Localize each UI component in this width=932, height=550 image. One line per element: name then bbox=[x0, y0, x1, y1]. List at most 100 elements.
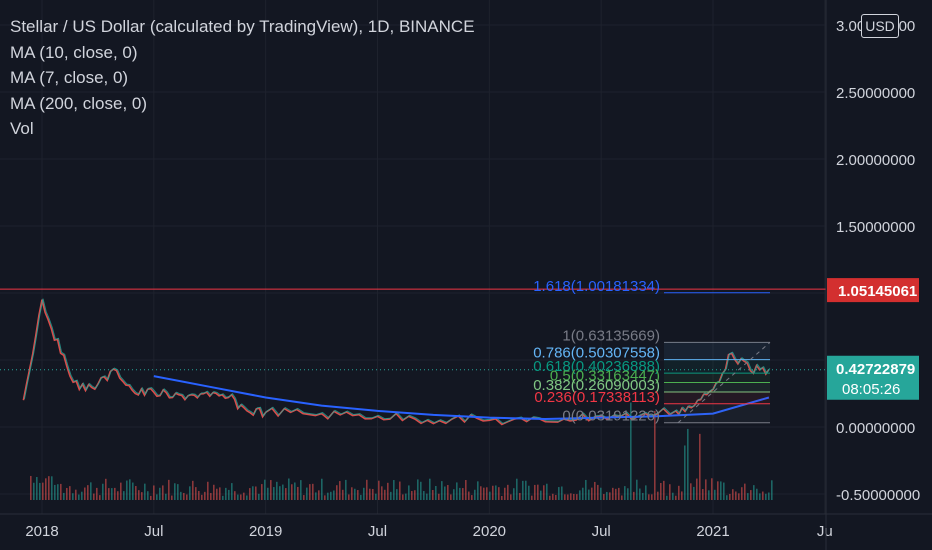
volume-bar bbox=[537, 484, 539, 500]
volume-bar bbox=[177, 484, 179, 500]
volume-bar bbox=[756, 488, 758, 500]
volume-bar bbox=[180, 491, 182, 500]
time-tick-label: 2021 bbox=[696, 523, 729, 540]
volume-bar bbox=[48, 476, 50, 500]
volume-bar bbox=[288, 478, 290, 500]
volume-bar bbox=[579, 490, 581, 500]
volume-bar bbox=[588, 489, 590, 500]
volume-bar bbox=[261, 484, 263, 500]
volume-bar bbox=[381, 486, 383, 500]
volume-bar bbox=[624, 486, 626, 500]
indicator-ma10[interactable]: MA (10, close, 0) bbox=[10, 42, 138, 62]
volume-bar bbox=[435, 485, 437, 500]
volume-bar bbox=[93, 493, 95, 500]
fibonacci-retracement[interactable]: 1.618(1.00181334) 1(0.63135669)0.786(0.50… bbox=[0, 278, 826, 425]
price-series bbox=[0, 298, 826, 426]
volume-bar bbox=[456, 482, 458, 500]
volume-bar bbox=[726, 495, 728, 500]
current-price-label: 0.42722879 bbox=[836, 361, 915, 378]
volume-bar bbox=[714, 489, 716, 500]
volume-bar bbox=[300, 480, 302, 500]
volume-bar bbox=[66, 487, 68, 500]
volume-bar bbox=[606, 491, 608, 500]
time-tick-label: 2018 bbox=[25, 523, 58, 540]
volume-bar bbox=[612, 487, 614, 500]
volume-bars bbox=[30, 402, 773, 500]
volume-bar bbox=[609, 492, 611, 500]
volume-bar bbox=[75, 489, 77, 500]
volume-bar bbox=[510, 494, 512, 500]
volume-bar bbox=[321, 478, 323, 500]
volume-bar bbox=[474, 489, 476, 500]
volume-bar bbox=[150, 495, 152, 500]
volume-bar bbox=[468, 491, 470, 500]
volume-bar bbox=[189, 486, 191, 500]
volume-bar bbox=[681, 491, 683, 500]
volume-bar bbox=[492, 485, 494, 500]
volume-bar bbox=[498, 487, 500, 500]
volume-bar bbox=[297, 486, 299, 500]
fib-level-label: 0.618(0.40236888) bbox=[533, 358, 660, 375]
volume-bar bbox=[594, 481, 596, 500]
volume-bar bbox=[144, 483, 146, 500]
volume-bar bbox=[387, 482, 389, 500]
indicator-ma200[interactable]: MA (200, close, 0) bbox=[10, 93, 148, 113]
volume-bar bbox=[378, 480, 380, 500]
volume-bar bbox=[273, 487, 275, 500]
volume-bar bbox=[282, 484, 284, 500]
volume-bar bbox=[615, 488, 617, 500]
volume-bar bbox=[591, 487, 593, 500]
indicator-volume[interactable]: Vol bbox=[10, 119, 34, 138]
volume-bar bbox=[762, 491, 764, 500]
volume-bar bbox=[186, 494, 188, 500]
volume-bar bbox=[69, 486, 71, 500]
volume-bar bbox=[285, 488, 287, 500]
fib-level-label: 0.786(0.50307558) bbox=[533, 345, 660, 362]
volume-bar bbox=[135, 486, 137, 500]
volume-bar bbox=[639, 488, 641, 500]
volume-bar bbox=[768, 492, 770, 500]
volume-bar bbox=[399, 481, 401, 500]
volume-bar bbox=[54, 484, 56, 500]
volume-bar bbox=[240, 494, 242, 500]
price-tick-label: -0.50000000 bbox=[836, 487, 920, 504]
volume-bar bbox=[210, 493, 212, 500]
volume-bar bbox=[372, 488, 374, 500]
fib-level-label: 0.382(0.26090003) bbox=[533, 377, 660, 394]
volume-bar bbox=[192, 480, 194, 500]
volume-bar bbox=[453, 489, 455, 500]
volume-bar bbox=[735, 491, 737, 500]
volume-bar bbox=[528, 485, 530, 500]
volume-bar bbox=[519, 492, 521, 500]
currency-button[interactable]: USD bbox=[861, 14, 899, 38]
volume-bar bbox=[507, 484, 509, 500]
volume-bar bbox=[117, 491, 119, 500]
volume-bar bbox=[222, 495, 224, 500]
volume-bar bbox=[444, 486, 446, 500]
volume-bar bbox=[525, 480, 527, 500]
volume-bar bbox=[63, 492, 65, 500]
volume-bar bbox=[720, 481, 722, 500]
volume-bar bbox=[45, 478, 47, 500]
volume-bar bbox=[504, 487, 506, 500]
volume-bar bbox=[120, 482, 122, 500]
volume-bar bbox=[630, 402, 632, 500]
volume-bar bbox=[99, 495, 101, 500]
volume-bar bbox=[153, 485, 155, 500]
volume-bar bbox=[339, 481, 341, 500]
volume-bar bbox=[78, 494, 80, 500]
volume-bar bbox=[486, 487, 488, 500]
volume-bar bbox=[693, 486, 695, 500]
volume-bar bbox=[60, 483, 62, 500]
volume-bar bbox=[651, 494, 653, 500]
volume-bar bbox=[171, 495, 173, 500]
volume-bar bbox=[489, 491, 491, 500]
volume-bar bbox=[96, 487, 98, 500]
symbol-title[interactable]: Stellar / US Dollar (calculated by Tradi… bbox=[10, 17, 475, 36]
indicator-ma7[interactable]: MA (7, close, 0) bbox=[10, 68, 129, 87]
volume-bar bbox=[660, 482, 662, 500]
volume-bar bbox=[294, 482, 296, 500]
volume-bar bbox=[264, 479, 266, 500]
volume-bar bbox=[108, 488, 110, 500]
